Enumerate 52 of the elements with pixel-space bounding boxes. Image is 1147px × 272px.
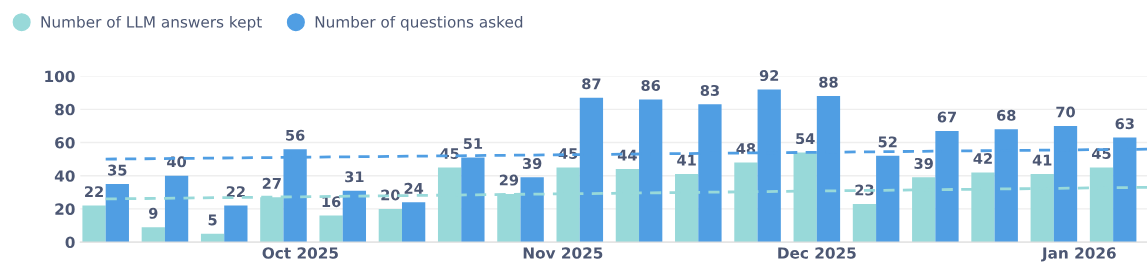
x-tick-label: Dec 2025 [778, 247, 856, 259]
data-label: 88 [819, 76, 838, 88]
data-label: 27 [262, 177, 281, 189]
data-label: 70 [1056, 106, 1075, 118]
data-label: 35 [108, 164, 127, 176]
data-label: 42 [973, 152, 992, 164]
bar [342, 190, 367, 243]
bar [319, 215, 343, 243]
bar [105, 184, 129, 243]
bar [141, 227, 165, 243]
x-tick-label: Nov 2025 [523, 247, 603, 259]
bar [876, 155, 900, 243]
data-label: 22 [226, 186, 245, 197]
data-label: 52 [878, 136, 897, 148]
data-label: 87 [582, 78, 601, 90]
x-tick-label: Jan 2026 [1041, 247, 1116, 262]
y-tick-label: 0 [65, 236, 75, 249]
data-label: 9 [148, 207, 158, 219]
bar [852, 203, 877, 243]
data-label: 31 [345, 171, 364, 183]
data-label: 51 [463, 138, 483, 150]
data-label: 22 [85, 186, 103, 197]
bar [82, 205, 106, 243]
y-tick-label: 40 [54, 170, 75, 182]
data-label: 56 [286, 129, 305, 141]
data-label: 63 [1115, 118, 1134, 130]
data-label: 67 [937, 111, 956, 123]
bar [378, 208, 402, 243]
y-tick-label: 60 [55, 136, 75, 149]
data-label: 92 [759, 70, 779, 82]
y-tick-label: 20 [55, 203, 75, 215]
data-label: 5 [208, 214, 217, 226]
bar [224, 205, 248, 243]
data-label: 54 [796, 133, 815, 145]
legend-label: Number of LLM answers kept [41, 15, 262, 31]
data-label: 68 [997, 109, 1016, 121]
bar [402, 202, 426, 243]
data-label: 41 [677, 154, 696, 166]
data-label: 24 [404, 182, 424, 194]
data-label: 41 [1032, 154, 1052, 166]
bar [164, 175, 189, 243]
x-tick-label: Oct 2025 [262, 247, 338, 259]
data-label: 39 [914, 157, 933, 169]
data-label: 83 [700, 84, 719, 96]
data-label: 29 [499, 174, 519, 186]
data-label: 39 [522, 157, 542, 169]
data-label: 86 [641, 79, 661, 92]
legend-label: Number of questions asked [315, 15, 523, 31]
y-tick-label: 100 [45, 70, 75, 83]
bar [520, 177, 544, 243]
y-tick-label: 80 [55, 103, 75, 116]
data-label: 16 [322, 196, 341, 208]
